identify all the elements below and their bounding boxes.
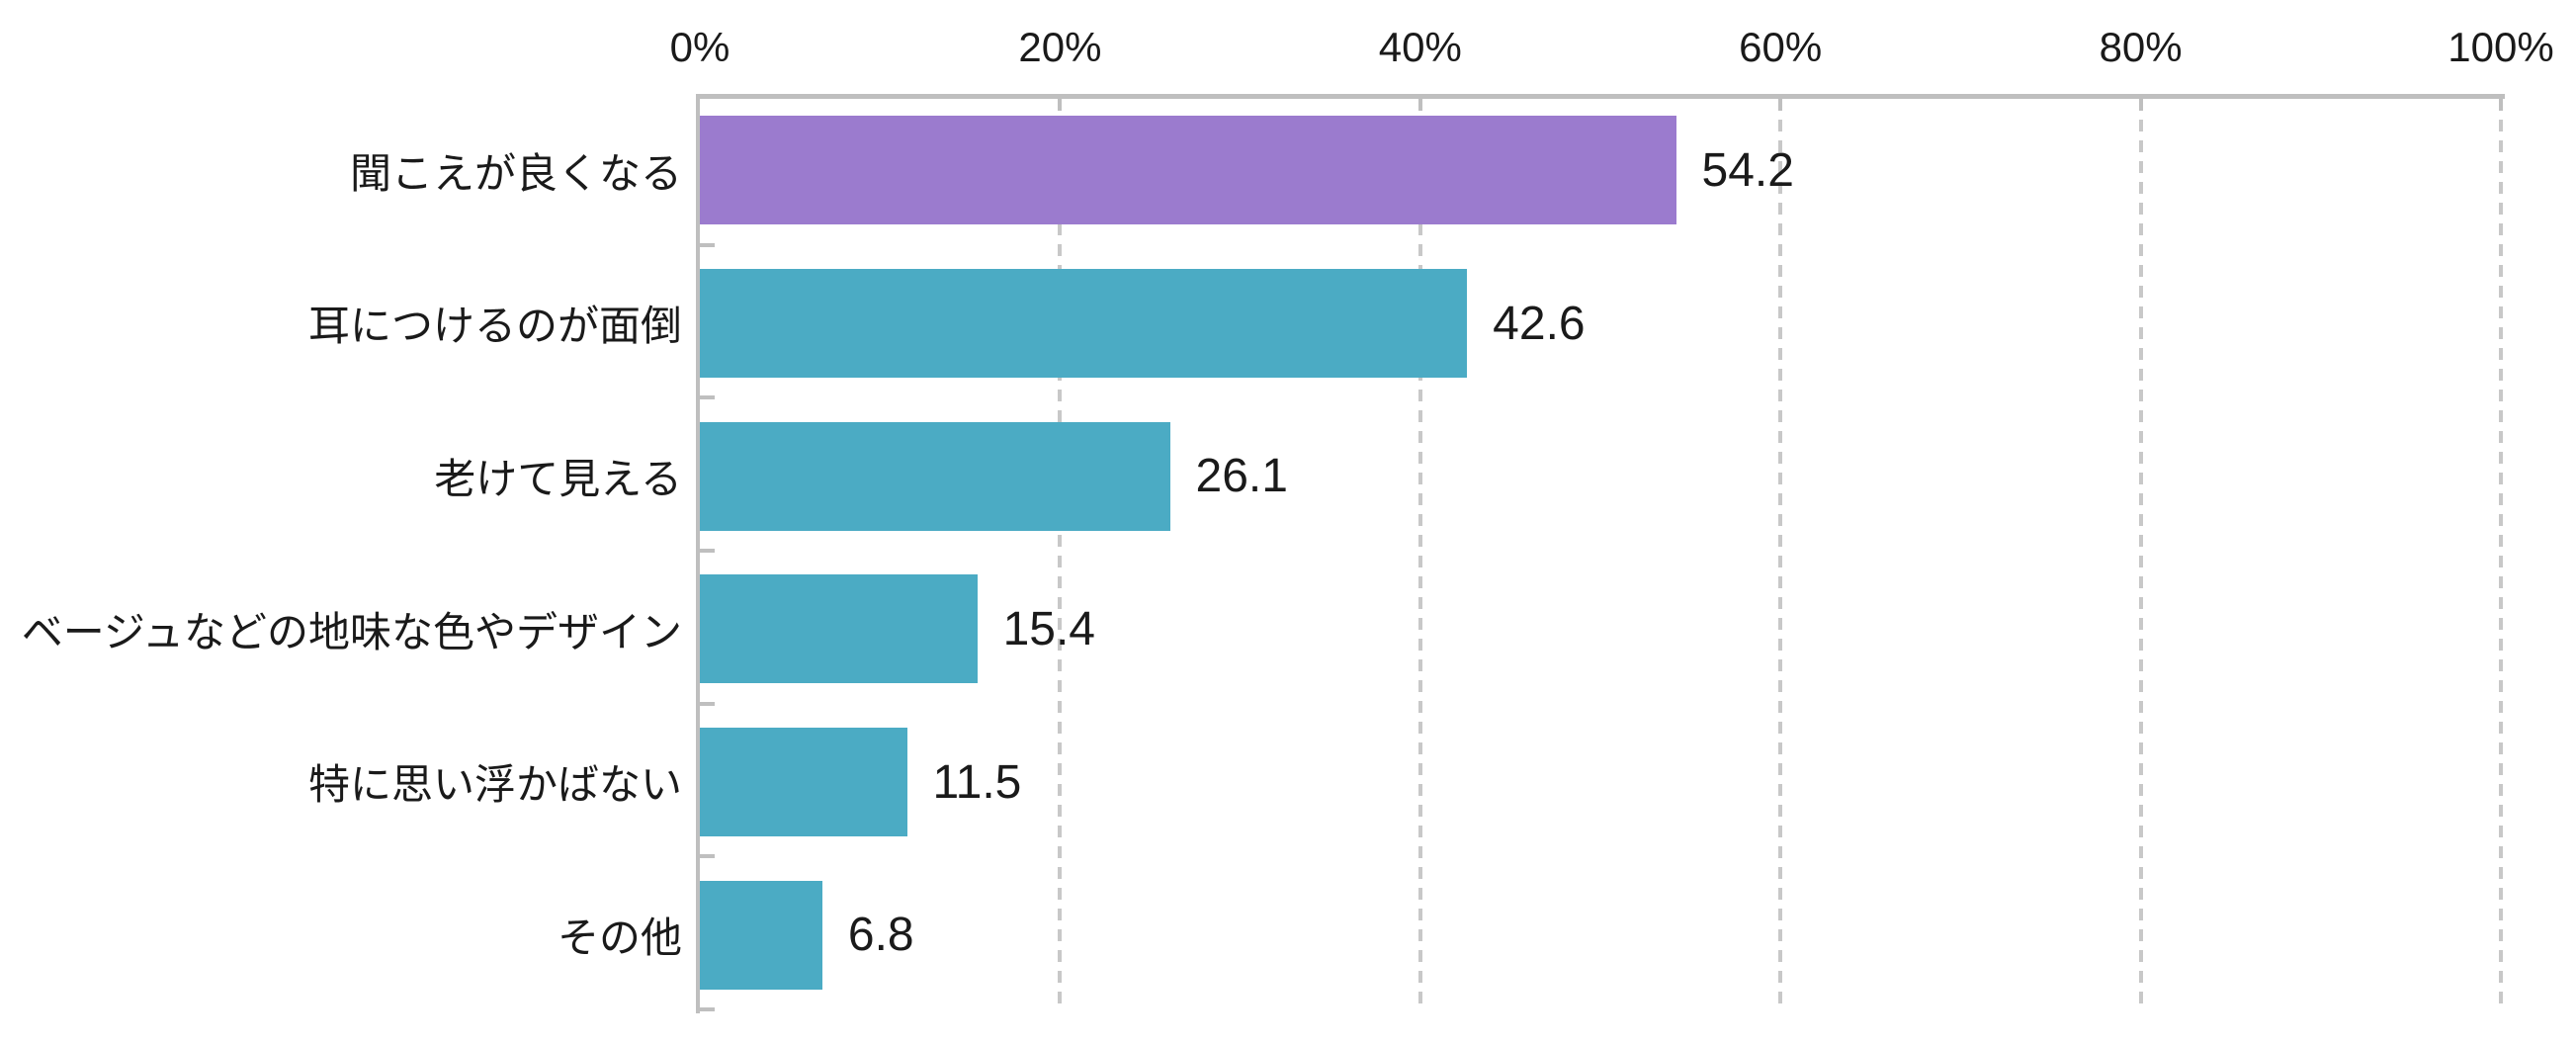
x-axis-tick-label: 0%: [669, 24, 730, 70]
bar: [700, 728, 907, 836]
x-axis-tick-label: 20%: [1018, 24, 1102, 70]
bar-value-label: 6.8: [847, 909, 914, 962]
y-axis-tick-mark: [696, 242, 715, 247]
x-axis-tick-mark: [1058, 94, 1063, 111]
bar: [700, 116, 1676, 225]
bar: [700, 421, 1170, 531]
bar-value-label: 26.1: [1195, 450, 1288, 503]
bar-value-label: 15.4: [1002, 602, 1095, 655]
category-label: 耳につけるのが面倒: [307, 303, 682, 350]
bar-value-label: 54.2: [1701, 143, 1794, 197]
x-axis-tick-label: 40%: [1378, 24, 1462, 70]
x-axis-line: [696, 94, 2505, 99]
y-axis-line: [696, 94, 700, 1013]
x-axis-tick-mark: [2138, 94, 2143, 111]
x-axis-tick-mark: [2499, 94, 2503, 111]
vertical-gridline: [1778, 99, 1783, 1011]
bar: [700, 880, 822, 990]
y-axis-tick-mark: [696, 854, 715, 859]
y-axis-tick-mark: [696, 395, 715, 400]
category-label: その他: [557, 914, 682, 962]
x-axis-tick-mark: [1417, 94, 1422, 111]
x-axis-tick-label: 60%: [1739, 24, 1823, 70]
vertical-gridline: [1417, 99, 1422, 1011]
y-axis-tick-mark: [696, 549, 715, 553]
vertical-gridline: [2499, 99, 2503, 1011]
category-label: ベージュなどの地味な色やデザイン: [21, 608, 682, 655]
bar-value-label: 11.5: [932, 755, 1022, 809]
vertical-gridline: [1058, 99, 1063, 1011]
x-axis-tick-label: 80%: [2099, 24, 2183, 70]
category-label: 聞こえが良くなる: [349, 149, 682, 197]
category-label: 特に思い浮かばない: [307, 761, 682, 809]
vertical-gridline: [2138, 99, 2143, 1011]
x-axis-tick-mark: [1778, 94, 1783, 111]
bar: [700, 574, 978, 684]
y-axis-tick-mark: [696, 701, 715, 706]
bar-value-label: 42.6: [1493, 297, 1586, 350]
category-label: 老けて見える: [434, 456, 682, 503]
y-axis-tick-mark: [696, 1007, 715, 1011]
x-axis-tick-label: 100%: [2447, 24, 2554, 70]
bar: [700, 269, 1468, 378]
